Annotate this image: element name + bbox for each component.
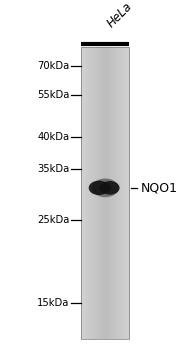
Bar (125, 47, 126, 339)
Text: HeLa: HeLa (104, 0, 135, 30)
Text: 70kDa: 70kDa (37, 61, 69, 71)
Bar (99, 47, 100, 339)
Bar (124, 47, 125, 339)
Bar (110, 47, 111, 339)
Bar (81, 47, 82, 339)
Bar (92, 47, 93, 339)
Bar (111, 47, 112, 339)
Ellipse shape (99, 183, 111, 192)
Text: 15kDa: 15kDa (37, 299, 69, 308)
Bar (107, 47, 108, 339)
Bar (98, 47, 99, 339)
Text: 55kDa: 55kDa (37, 90, 69, 100)
Bar (121, 47, 122, 339)
Bar (84, 47, 85, 339)
Ellipse shape (100, 181, 120, 195)
Bar (108, 47, 109, 339)
Bar (119, 47, 120, 339)
Bar (101, 47, 102, 339)
Bar (82, 47, 83, 339)
Bar (90, 47, 91, 339)
Bar (93, 47, 94, 339)
Bar (91, 47, 92, 339)
Bar (97, 47, 98, 339)
Bar (102, 47, 103, 339)
Bar (85, 47, 86, 339)
Bar (84, 47, 85, 339)
Bar (116, 47, 117, 339)
Bar (128, 47, 129, 339)
Bar (109, 47, 110, 339)
Bar (127, 47, 128, 339)
Bar (112, 47, 113, 339)
Bar (89, 47, 90, 339)
Bar (114, 47, 115, 339)
Bar (91, 47, 92, 339)
Bar (94, 47, 95, 339)
Bar (113, 47, 114, 339)
Bar (82, 47, 83, 339)
Text: 25kDa: 25kDa (37, 215, 69, 225)
Bar (81, 47, 129, 339)
Bar (94, 47, 95, 339)
Bar (123, 47, 124, 339)
Bar (117, 47, 118, 339)
Bar (126, 47, 127, 339)
Bar (105, 47, 106, 339)
Bar (90, 47, 91, 339)
Bar (120, 47, 121, 339)
Bar (120, 47, 121, 339)
Bar (118, 47, 119, 339)
Bar (115, 47, 116, 339)
Bar (85, 47, 86, 339)
Bar (83, 47, 84, 339)
Bar (93, 47, 94, 339)
Ellipse shape (89, 181, 109, 195)
Bar (95, 47, 96, 339)
Bar (126, 47, 127, 339)
Bar (129, 47, 130, 339)
Text: 40kDa: 40kDa (37, 132, 69, 141)
Bar (96, 47, 97, 339)
Bar (122, 47, 123, 339)
Bar (104, 47, 105, 339)
Ellipse shape (92, 178, 119, 197)
Text: NQO1: NQO1 (140, 181, 177, 194)
Bar (88, 47, 89, 339)
Bar (87, 47, 88, 339)
Text: 35kDa: 35kDa (37, 163, 69, 174)
Bar (97, 47, 98, 339)
Bar (106, 47, 107, 339)
Bar (123, 47, 124, 339)
Bar (88, 47, 89, 339)
Bar (87, 47, 88, 339)
Bar (100, 47, 101, 339)
Bar (86, 47, 87, 339)
Bar (103, 47, 104, 339)
